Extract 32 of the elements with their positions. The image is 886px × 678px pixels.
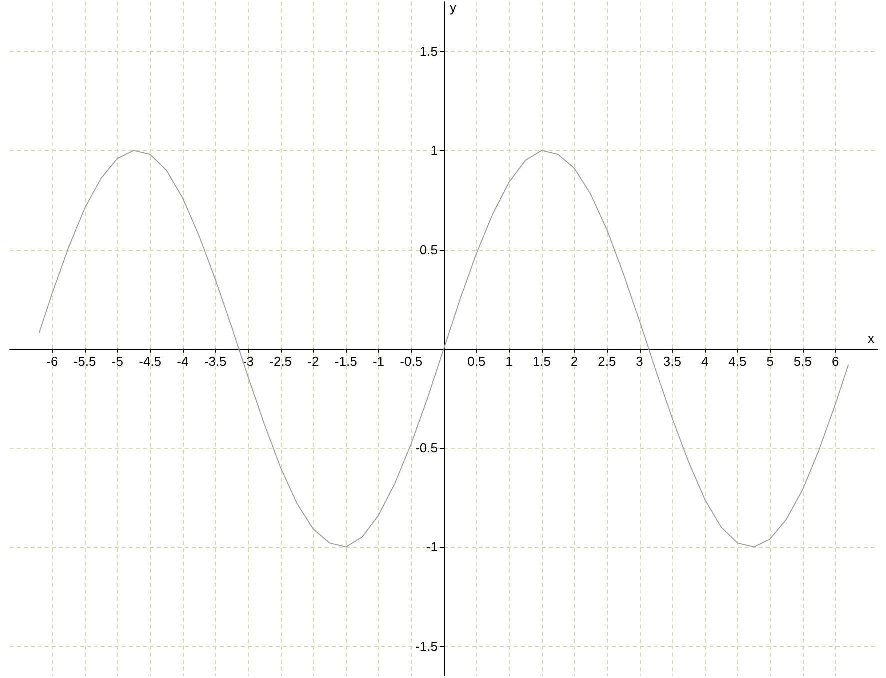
y-tick-label: 1 [430,143,438,158]
x-tick-label: -1.5 [334,354,358,369]
x-tick-label: -2 [308,354,320,369]
x-tick-label: 4.5 [728,354,747,369]
x-tick-label: -2.5 [270,354,292,369]
x-tick-label: 6 [832,354,840,369]
x-tick-label: 4 [701,354,709,369]
y-tick-label: 1.5 [420,44,438,60]
x-tick-label: -4 [177,354,189,369]
x-tick-label: -5.5 [74,354,96,369]
x-tick-label: 2.5 [598,354,616,369]
x-tick-label: 5.5 [794,354,812,369]
x-tick-label: -6 [46,354,58,369]
x-tick-label: 3.5 [663,354,682,369]
x-tick-label: 2 [570,354,578,369]
x-tick-label: -3 [242,354,254,369]
x-tick-label: -3.5 [204,354,227,369]
x-tick-label: 5 [766,354,774,369]
x-tick-label: 1.5 [532,354,551,369]
x-axis-title: x [868,330,875,346]
y-axis-title: y [450,0,457,15]
x-tick-label: 3 [636,354,644,369]
x-tick-label: -1 [372,354,385,369]
y-tick-label: -0.5 [416,440,438,456]
x-tick-label: 1 [506,354,513,369]
y-tick-label: 0.5 [420,242,438,258]
x-tick-label: -5 [112,354,124,369]
x-tick-label: -4.5 [139,354,162,369]
x-tick-label: 0.5 [468,354,486,369]
y-tick-label: -1 [426,540,438,555]
y-tick-label: -1.5 [416,638,438,654]
x-tick-label: -0.5 [400,354,423,369]
